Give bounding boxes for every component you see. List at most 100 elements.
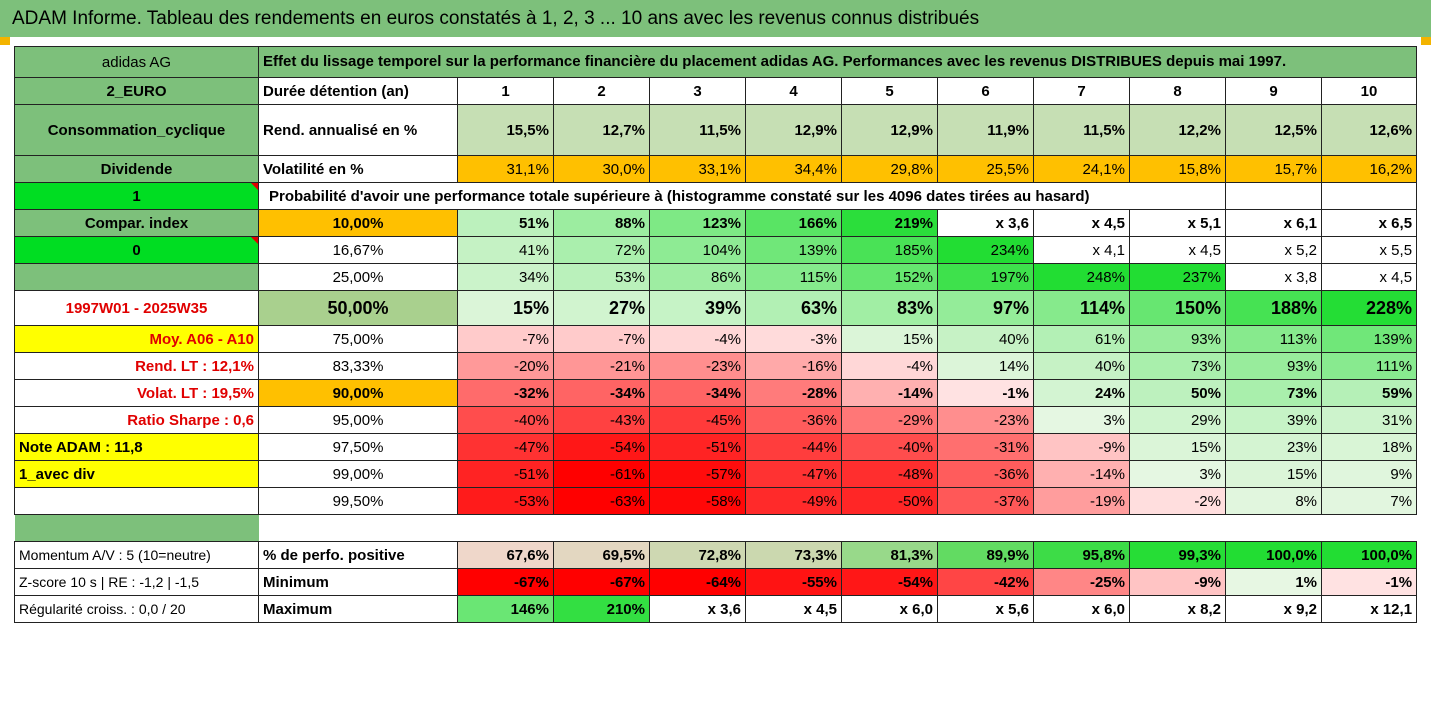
quantile-cell: 237% xyxy=(1129,263,1226,291)
quantile-cell: 139% xyxy=(1320,325,1418,353)
quantile-cell: x 5,5 xyxy=(1320,236,1418,264)
compar-index-value: 0 xyxy=(14,236,259,264)
maximum-label: Maximum xyxy=(258,595,458,623)
quantile-cell: -32% xyxy=(457,379,554,407)
maximum-cell: 210% xyxy=(553,595,650,623)
quantile-cell: 39% xyxy=(649,290,746,326)
year-header: 5 xyxy=(841,77,938,105)
corner-mark-right xyxy=(1421,37,1431,45)
quantile-cell: -50% xyxy=(841,487,938,515)
volat-cell: 30,0% xyxy=(553,155,650,183)
quantile-cell: 40% xyxy=(937,325,1034,353)
quantile-cell: x 4,1 xyxy=(1033,236,1130,264)
volat-cell: 15,7% xyxy=(1225,155,1322,183)
quantile-cell: x 5,2 xyxy=(1225,236,1322,264)
quantile-cell: -2% xyxy=(1129,487,1226,515)
quantile-cell: -51% xyxy=(649,433,746,461)
quantile-cell: -40% xyxy=(457,406,554,434)
quantile-cell: -63% xyxy=(553,487,650,515)
rend-label: Rend. annualisé en % xyxy=(258,104,458,156)
quantile-cell: x 4,5 xyxy=(1320,263,1418,291)
year-header: 6 xyxy=(937,77,1034,105)
quantile-cell: 15% xyxy=(1225,460,1322,488)
quantile-cell: 86% xyxy=(649,263,746,291)
quantile-cell: 7% xyxy=(1320,487,1418,515)
quantile-cell: 188% xyxy=(1225,290,1322,326)
rend-cell: 11,9% xyxy=(937,104,1034,156)
empty-cell xyxy=(14,487,259,515)
minimum-cell: -25% xyxy=(1033,568,1130,596)
pct-pos-cell: 67,6% xyxy=(457,541,554,569)
quantile-cell: 50% xyxy=(1129,379,1226,407)
quantile-cell: -34% xyxy=(553,379,650,407)
quantile-cell: 39% xyxy=(1225,406,1322,434)
quantile-cell: 152% xyxy=(841,263,938,291)
quantile-cell: -23% xyxy=(937,406,1034,434)
period-label: 1997W01 - 2025W35 xyxy=(14,290,259,326)
maximum-cell: x 9,2 xyxy=(1225,595,1322,623)
maximum-cell: 146% xyxy=(457,595,554,623)
rend-cell: 12,9% xyxy=(745,104,842,156)
pct-pos-cell: 95,8% xyxy=(1033,541,1130,569)
quantile-cell: 115% xyxy=(745,263,842,291)
quantile-label: 25,00% xyxy=(258,263,458,291)
quantile-cell: -4% xyxy=(649,325,746,353)
rend-cell: 12,9% xyxy=(841,104,938,156)
volat-cell: 15,8% xyxy=(1129,155,1226,183)
quantile-cell: -53% xyxy=(457,487,554,515)
year-header: 3 xyxy=(649,77,746,105)
quantile-label: 90,00% xyxy=(258,379,458,407)
quantile-cell: -36% xyxy=(745,406,842,434)
quantile-cell: 88% xyxy=(553,209,650,237)
pct-pos-label: % de perfo. positive xyxy=(258,541,458,569)
minimum-cell: -42% xyxy=(937,568,1034,596)
quantile-cell: -21% xyxy=(553,352,650,380)
volat-cell: 24,1% xyxy=(1033,155,1130,183)
quantile-cell: 51% xyxy=(457,209,554,237)
quantile-cell: -48% xyxy=(841,460,938,488)
volat-cell: 16,2% xyxy=(1320,155,1418,183)
minimum-cell: 1% xyxy=(1225,568,1322,596)
quantile-label: 83,33% xyxy=(258,352,458,380)
quantile-cell: 83% xyxy=(841,290,938,326)
spacer xyxy=(259,515,1417,542)
year-header: 2 xyxy=(553,77,650,105)
quantile-cell: 93% xyxy=(1225,352,1322,380)
pct-pos-cell: 100,0% xyxy=(1320,541,1418,569)
rend-cell: 12,5% xyxy=(1225,104,1322,156)
quantile-cell: x 4,5 xyxy=(1033,209,1130,237)
quantile-cell: 14% xyxy=(937,352,1034,380)
quantile-label: 75,00% xyxy=(258,325,458,353)
volat-cell: 33,1% xyxy=(649,155,746,183)
volat-cell: 25,5% xyxy=(937,155,1034,183)
quantile-cell: 8% xyxy=(1225,487,1322,515)
quantile-cell: -57% xyxy=(649,460,746,488)
fund-name: adidas AG xyxy=(14,46,259,78)
quantile-cell: 150% xyxy=(1129,290,1226,326)
quantile-cell: 23% xyxy=(1225,433,1322,461)
moy-label: Moy. A06 - A10 xyxy=(14,325,259,353)
duree-label: Durée détention (an) xyxy=(258,77,458,105)
quantile-cell: 15% xyxy=(841,325,938,353)
compar-index-label: Compar. index xyxy=(14,209,259,237)
quantile-cell: -51% xyxy=(457,460,554,488)
quantile-cell: -3% xyxy=(745,325,842,353)
avec-div-label: 1_avec div xyxy=(14,460,259,488)
quantile-cell: -40% xyxy=(841,433,938,461)
sector-label: Consommation_cyclique xyxy=(14,104,259,156)
maximum-cell: x 6,0 xyxy=(841,595,938,623)
rend-cell: 11,5% xyxy=(1033,104,1130,156)
maximum-cell: x 3,6 xyxy=(649,595,746,623)
year-header: 9 xyxy=(1225,77,1322,105)
quantile-cell: 113% xyxy=(1225,325,1322,353)
pct-pos-cell: 81,3% xyxy=(841,541,938,569)
quantile-cell: 34% xyxy=(457,263,554,291)
volat-cell: 29,8% xyxy=(841,155,938,183)
quantile-label: 16,67% xyxy=(258,236,458,264)
pct-pos-cell: 72,8% xyxy=(649,541,746,569)
dividend-label: Dividende xyxy=(14,155,259,183)
quantile-cell: 29% xyxy=(1129,406,1226,434)
quantile-cell: 73% xyxy=(1225,379,1322,407)
pct-pos-cell: 100,0% xyxy=(1225,541,1322,569)
quantile-cell: -1% xyxy=(937,379,1034,407)
